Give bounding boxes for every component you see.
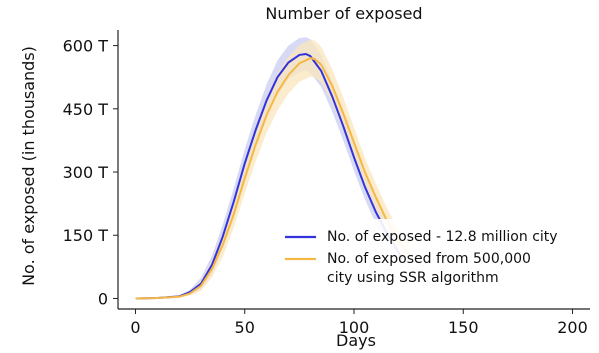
legend-label-1: No. of exposed from 500,000 bbox=[327, 251, 531, 267]
x-axis-label: Days bbox=[336, 331, 376, 350]
chart-title: Number of exposed bbox=[265, 4, 422, 23]
x-ticks: 0 50 100 150 200 bbox=[130, 309, 588, 337]
y-tick-label: 0 bbox=[98, 289, 108, 308]
y-tick-label: 450 T bbox=[63, 100, 109, 119]
legend-box bbox=[276, 219, 588, 295]
legend-label-0: No. of exposed - 12.8 million city bbox=[327, 229, 558, 245]
y-tick-label: 150 T bbox=[63, 226, 109, 245]
series-0-line bbox=[135, 52, 403, 300]
legend: No. of exposed - 12.8 million city No. of… bbox=[276, 219, 588, 295]
x-tick-label: 150 bbox=[448, 318, 479, 337]
plot-area bbox=[135, 37, 410, 300]
y-tick-label: 300 T bbox=[63, 163, 109, 182]
y-tick-label: 600 T bbox=[63, 37, 109, 56]
series-1-line bbox=[135, 57, 410, 300]
x-tick-label: 50 bbox=[235, 318, 255, 337]
x-tick-label: 0 bbox=[130, 318, 140, 337]
x-tick-label: 200 bbox=[557, 318, 588, 337]
x-tick-label: 100 bbox=[339, 318, 370, 337]
legend-label-1: city using SSR algorithm bbox=[327, 270, 499, 286]
y-axis-label: No. of exposed (in thousands) bbox=[19, 46, 38, 286]
y-ticks: 0 150 T 300 T 450 T 600 T bbox=[63, 37, 118, 308]
